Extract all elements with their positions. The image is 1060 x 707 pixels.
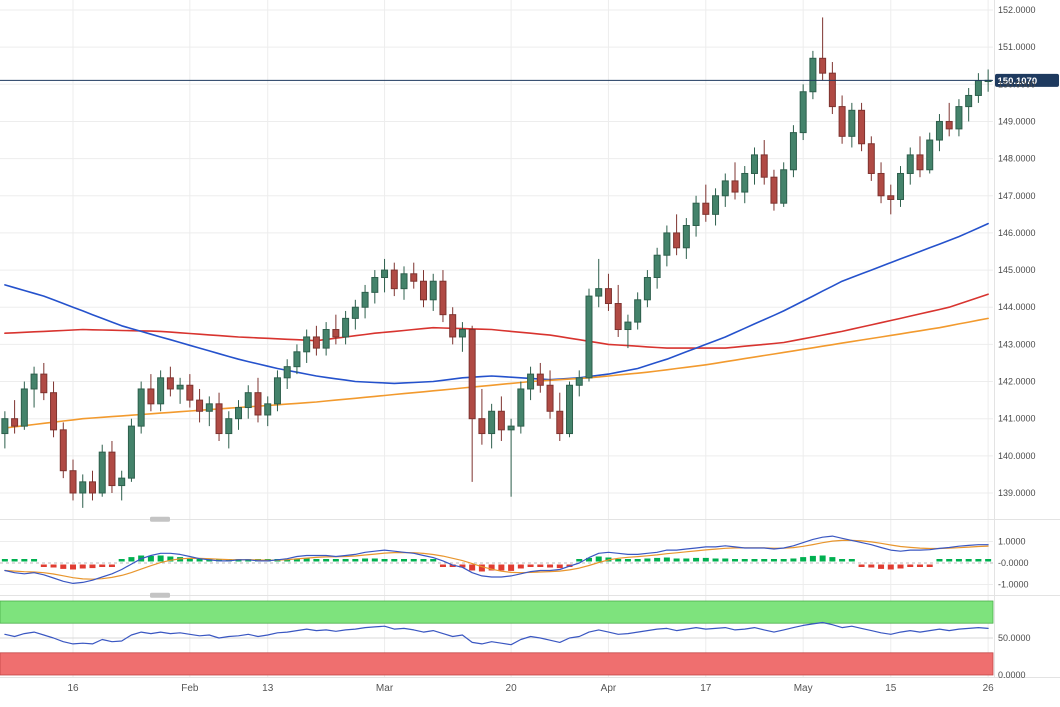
time-axis-label: May [794,683,813,694]
oscillator-line [4,621,989,646]
price-axis-label: 148.0000 [998,154,1036,164]
time-axis-label: Mar [376,683,394,694]
time-axis[interactable]: 16 Feb 13 Mar 20 Apr 17 May 15 26 [67,683,994,694]
time-axis-label: 20 [506,683,518,694]
time-axis-label: 17 [700,683,712,694]
ma-blue [4,222,989,385]
time-axis-label: Feb [181,683,199,694]
time-axis-label: 26 [983,683,995,694]
ma-orange [4,317,989,429]
time-axis-label: 13 [262,683,274,694]
time-axis-label: 16 [67,683,79,694]
macd-axis-label: -1.0000 [998,580,1029,590]
price-axis[interactable]: 152.0000 151.0000 150.0000 149.0000 148.0000… [998,5,1036,680]
oversold-band [0,652,994,676]
ma-red [4,293,989,349]
last-price-badge-label: 150.1070 [998,76,1038,87]
macd-signal-line [4,539,989,580]
price-axis-label: 152.0000 [998,5,1036,15]
panel-resize-handle[interactable] [150,516,170,522]
macd-line [4,535,989,585]
oscillator-bands [0,600,994,676]
macd-axis-label: 1.0000 [998,537,1026,547]
oscillator-axis-label: 50.0000 [998,633,1031,643]
last-price-badge [995,73,1059,87]
panel-resize-handle[interactable] [150,592,170,598]
price-axis-label: 150.0000 [998,79,1036,89]
overbought-band [0,600,994,624]
macd-axis-label: -0.0000 [998,558,1029,568]
time-axis-label: 15 [885,683,897,694]
gridlines [0,0,993,677]
price-axis-label: 147.0000 [998,191,1036,201]
price-axis-label: 142.0000 [998,377,1036,387]
panel-separators [0,0,1060,678]
candles [1,17,992,508]
price-axis-label: 141.0000 [998,414,1036,424]
price-axis-label: 139.0000 [998,488,1036,498]
price-axis-label: 144.0000 [998,302,1036,312]
time-axis-label: Apr [601,683,617,694]
price-axis-label: 149.0000 [998,116,1036,126]
oscillator-axis-label: 0.0000 [998,670,1026,680]
price-axis-label: 145.0000 [998,265,1036,275]
price-axis-label: 146.0000 [998,228,1036,238]
price-axis-label: 151.0000 [998,42,1036,52]
price-axis-label: 140.0000 [998,451,1036,461]
price-axis-label: 143.0000 [998,339,1036,349]
